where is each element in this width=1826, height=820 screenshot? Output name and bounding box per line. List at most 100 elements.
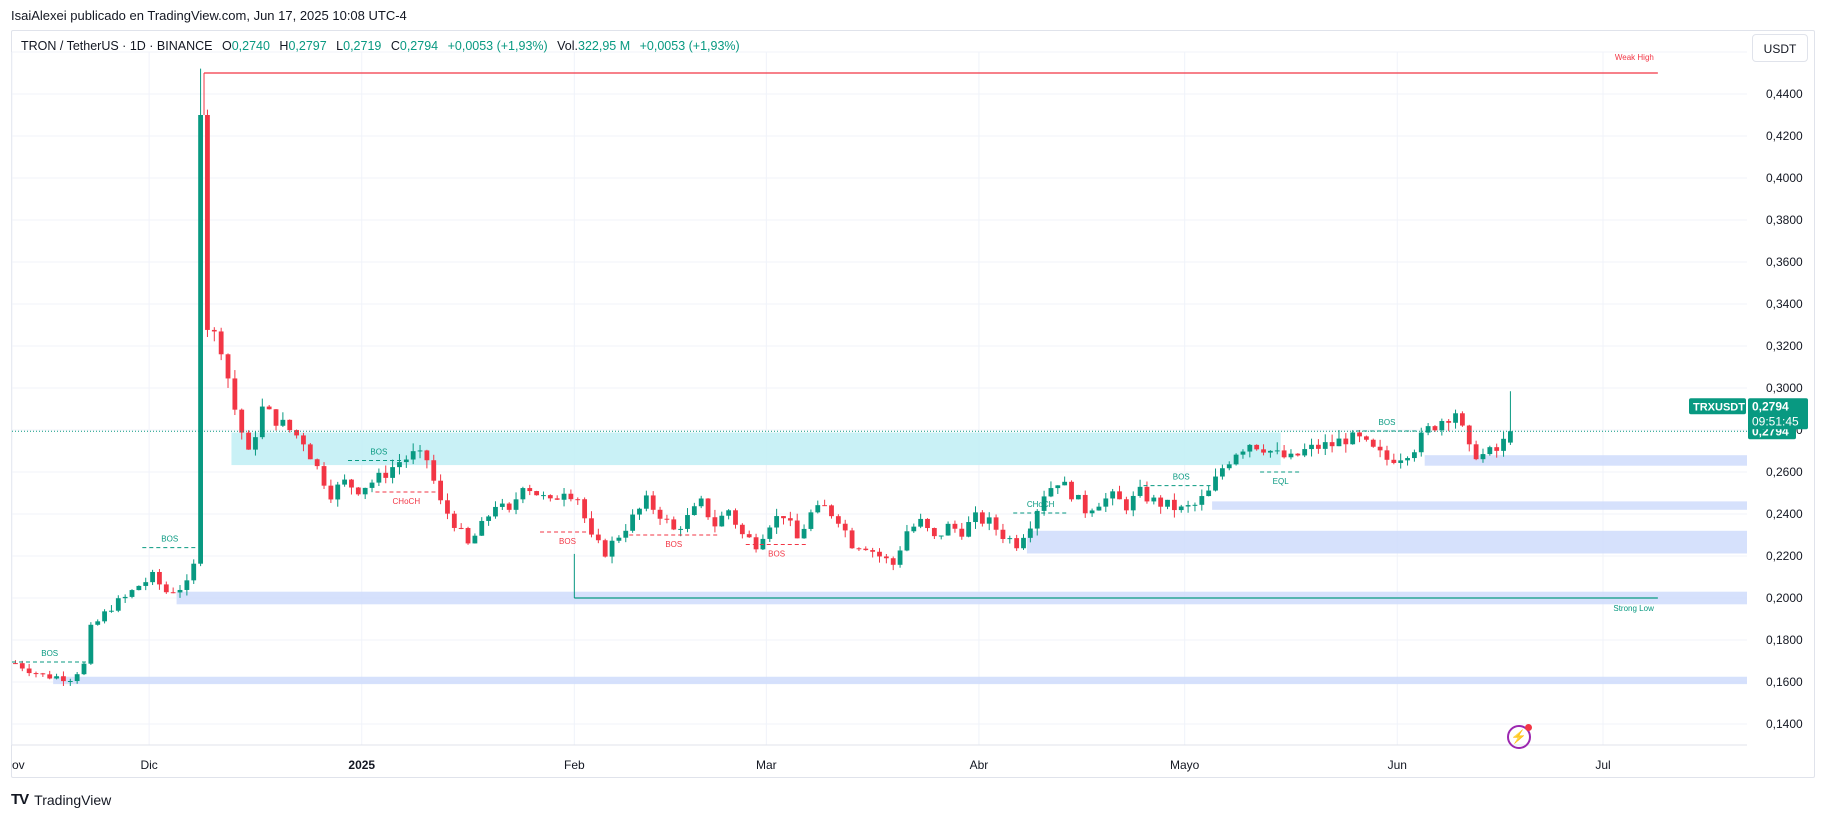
- candle-body: [1048, 488, 1054, 497]
- candle-body: [733, 510, 738, 525]
- candle-body: [1254, 444, 1260, 450]
- y-tick-label: 0,1600: [1766, 675, 1803, 689]
- candle-body: [925, 518, 930, 529]
- candle-body: [1446, 421, 1452, 423]
- candle-body: [1391, 459, 1397, 463]
- candle-body: [13, 663, 18, 665]
- brand-name: TradingView: [34, 791, 112, 808]
- candle-body: [966, 522, 972, 537]
- candle-body: [328, 485, 334, 500]
- candle-body: [842, 523, 848, 531]
- candle-body: [678, 528, 684, 530]
- candle-body: [781, 516, 786, 519]
- symbol-info[interactable]: TRON / TetherUS · 1D · BINANCE: [21, 39, 213, 53]
- candle-body: [1007, 538, 1013, 540]
- x-tick-label: Dic: [140, 758, 157, 772]
- candle-body: [321, 466, 327, 486]
- candle-body: [890, 558, 896, 565]
- candle-body: [541, 495, 546, 497]
- candle-body: [33, 673, 39, 675]
- candle-body: [883, 556, 889, 559]
- candle-body: [1487, 447, 1493, 455]
- order-block-zone: [1026, 530, 1747, 554]
- candle-body: [218, 331, 224, 355]
- candle-body: [1425, 426, 1431, 433]
- change-value: +0,0053 (+1,93%): [447, 39, 548, 53]
- candle-body: [602, 540, 608, 557]
- candle-body: [122, 596, 128, 599]
- candle-body: [1192, 504, 1198, 506]
- y-tick-label: 0,2200: [1766, 549, 1803, 563]
- candle-body: [1343, 438, 1349, 445]
- candle-body: [493, 506, 498, 517]
- currency-button[interactable]: USDT: [1752, 34, 1808, 62]
- candle-body: [259, 406, 265, 438]
- candle-body: [61, 676, 66, 682]
- candle-body: [266, 406, 272, 410]
- candle-body: [115, 598, 121, 611]
- y-tick-label: 0,3200: [1766, 339, 1803, 353]
- candle-body: [979, 512, 985, 524]
- y-tick-label: 0,4000: [1766, 171, 1803, 185]
- candle-body: [136, 585, 142, 591]
- footer-brand: TV TradingView: [11, 791, 111, 808]
- ohlc-legend: TRON / TetherUS · 1D · BINANCE O0,2740 H…: [21, 39, 740, 53]
- candle-body: [794, 520, 800, 539]
- candle-body: [801, 528, 807, 539]
- candle-body: [1494, 447, 1500, 451]
- structure-label: BOS: [41, 649, 58, 658]
- candle-body: [47, 674, 53, 679]
- candle-body: [945, 523, 951, 536]
- candle-body: [986, 517, 992, 524]
- candle-body: [81, 663, 87, 675]
- candle-body: [184, 580, 190, 590]
- candle-body: [273, 409, 279, 426]
- candle-body: [1398, 460, 1404, 463]
- countdown-text: 09:51:45: [1752, 414, 1799, 428]
- candle-body: [1432, 426, 1438, 431]
- candle-body: [1501, 438, 1506, 451]
- candle-body: [417, 450, 423, 452]
- candle-body: [198, 115, 203, 564]
- x-tick-label: Feb: [564, 758, 585, 772]
- candle-body: [294, 430, 299, 436]
- candle-body: [191, 563, 197, 581]
- live-price-text: 0,2794: [1752, 399, 1789, 413]
- candle-body: [1247, 444, 1253, 452]
- candle-body: [40, 673, 46, 675]
- candle-body: [554, 498, 560, 500]
- candle-body: [239, 409, 245, 433]
- candle-body: [1226, 464, 1232, 469]
- candle-body: [431, 460, 437, 481]
- candle-body: [1027, 528, 1033, 538]
- candle-body: [499, 503, 505, 507]
- low-value: 0,2719: [343, 39, 382, 53]
- candle-body: [918, 518, 924, 527]
- candle-body: [513, 499, 519, 510]
- lightning-icon[interactable]: ⚡: [1507, 724, 1532, 749]
- x-tick-label: ov: [12, 758, 25, 772]
- level-label: Strong Low: [1613, 604, 1654, 613]
- candle-body: [1418, 432, 1424, 453]
- candle-body: [582, 499, 588, 519]
- order-block-zone: [53, 676, 1748, 685]
- candle-body: [376, 472, 382, 483]
- candle-body: [170, 592, 176, 594]
- candle-body: [1460, 413, 1465, 426]
- candle-body: [143, 582, 149, 586]
- candle-body: [280, 419, 286, 426]
- candle-body: [938, 535, 944, 537]
- candle-body: [650, 495, 656, 510]
- notification-dot: [1525, 724, 1532, 731]
- candle-body: [1171, 499, 1177, 511]
- candle-body: [849, 530, 855, 549]
- candle-body: [787, 518, 793, 521]
- candle-body: [1274, 450, 1280, 452]
- candle-body: [1363, 436, 1369, 440]
- candle-body: [362, 487, 368, 495]
- candle-body: [1473, 444, 1479, 460]
- candle-body: [19, 663, 25, 669]
- candle-body: [1336, 438, 1342, 447]
- candle-body: [109, 610, 114, 612]
